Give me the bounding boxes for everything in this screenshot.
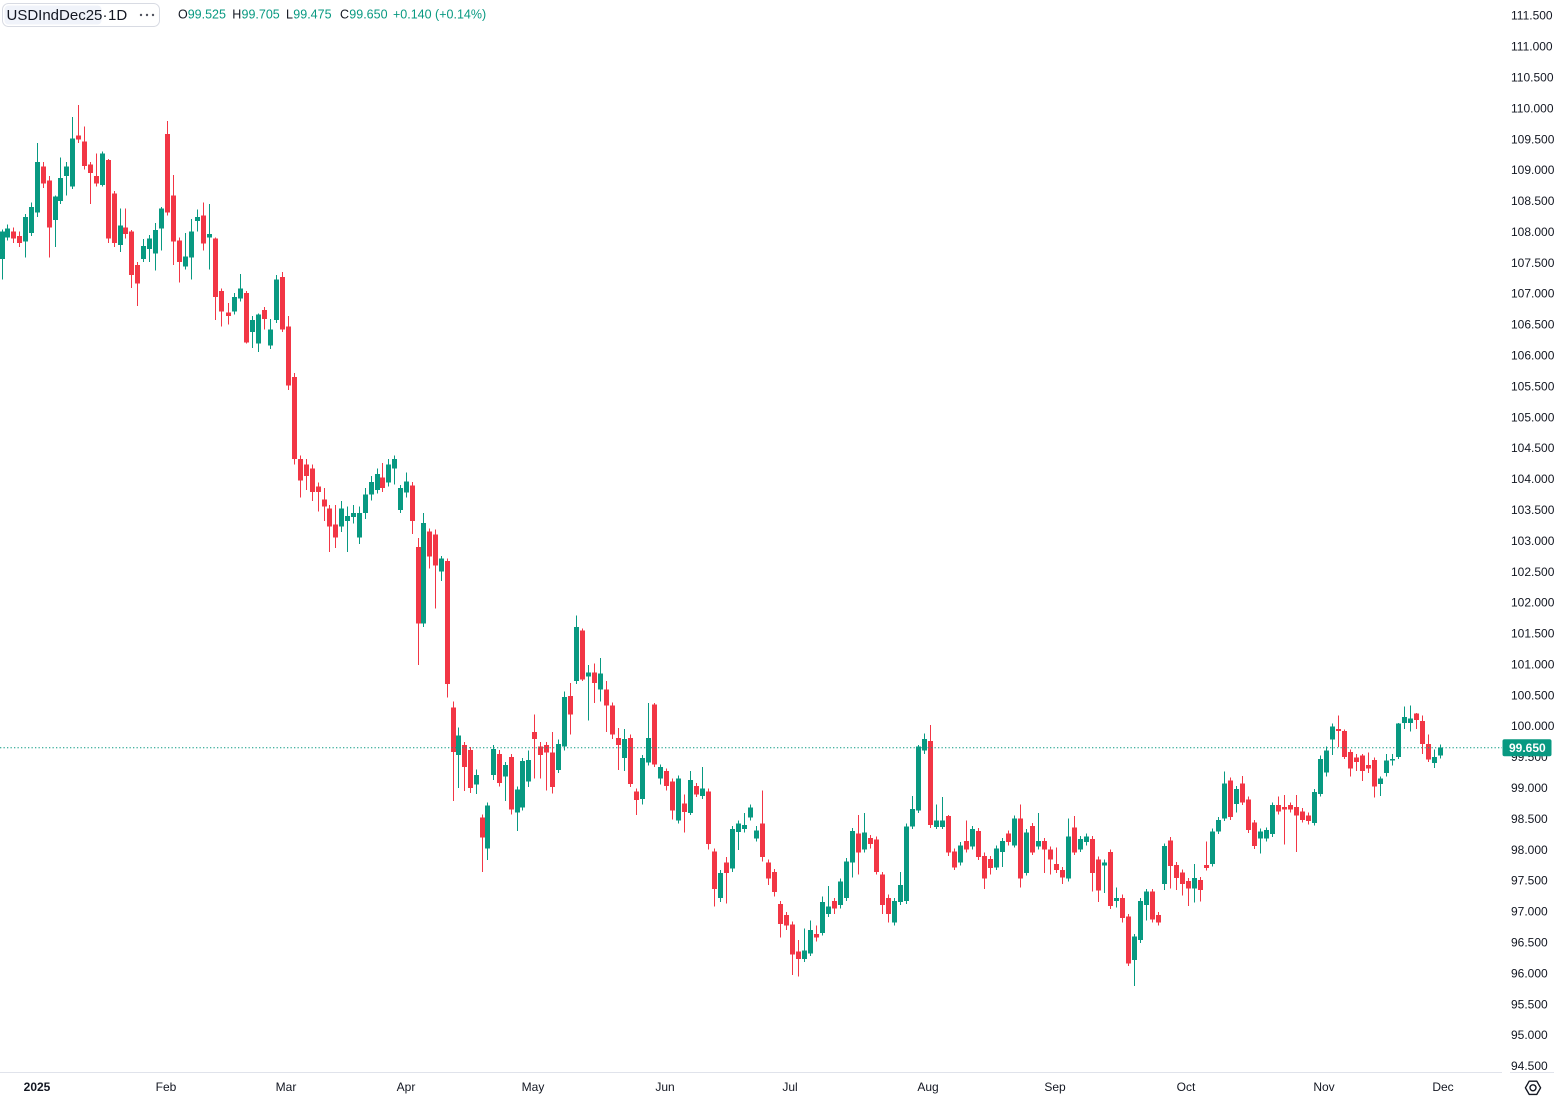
svg-text:O: O <box>178 8 188 22</box>
svg-text:110.500: 110.500 <box>1511 71 1554 85</box>
svg-text:Aug: Aug <box>917 1080 938 1094</box>
svg-text:101.000: 101.000 <box>1511 657 1554 671</box>
svg-text:Dec: Dec <box>1432 1080 1453 1094</box>
svg-text:·: · <box>103 7 108 24</box>
svg-text:USDIndDec25: USDIndDec25 <box>7 7 103 24</box>
svg-text:105.500: 105.500 <box>1511 379 1554 393</box>
svg-text:1D: 1D <box>108 7 127 24</box>
svg-text:109.500: 109.500 <box>1511 132 1554 146</box>
svg-text:98.500: 98.500 <box>1511 812 1548 826</box>
svg-text:Mar: Mar <box>276 1080 297 1094</box>
svg-text:Sep: Sep <box>1044 1080 1066 1094</box>
svg-text:98.000: 98.000 <box>1511 843 1548 857</box>
svg-text:Nov: Nov <box>1313 1080 1334 1094</box>
svg-text:108.500: 108.500 <box>1511 194 1554 208</box>
svg-text:95.000: 95.000 <box>1511 1028 1548 1042</box>
svg-text:2025: 2025 <box>24 1080 51 1094</box>
svg-text:100.500: 100.500 <box>1511 688 1554 702</box>
svg-text:111.000: 111.000 <box>1511 40 1553 54</box>
svg-text:96.000: 96.000 <box>1511 966 1548 980</box>
svg-text:99.705: 99.705 <box>242 8 280 22</box>
svg-text:108.000: 108.000 <box>1511 225 1554 239</box>
svg-text:99.525: 99.525 <box>188 8 226 22</box>
svg-text:L: L <box>286 8 293 22</box>
svg-text:96.500: 96.500 <box>1511 936 1548 950</box>
svg-text:107.000: 107.000 <box>1511 287 1554 301</box>
svg-text:Jul: Jul <box>782 1080 797 1094</box>
svg-text:100.000: 100.000 <box>1511 719 1554 733</box>
svg-text:106.500: 106.500 <box>1511 318 1554 332</box>
svg-text:105.000: 105.000 <box>1511 410 1554 424</box>
svg-text:102.000: 102.000 <box>1511 596 1554 610</box>
svg-text:Oct: Oct <box>1177 1080 1196 1094</box>
svg-text:102.500: 102.500 <box>1511 565 1554 579</box>
svg-text:103.500: 103.500 <box>1511 503 1554 517</box>
svg-text:Apr: Apr <box>397 1080 416 1094</box>
svg-text:+0.140 (+0.14%): +0.140 (+0.14%) <box>393 8 486 22</box>
svg-text:104.000: 104.000 <box>1511 472 1554 486</box>
svg-text:107.500: 107.500 <box>1511 256 1554 270</box>
svg-text:95.500: 95.500 <box>1511 997 1548 1011</box>
svg-text:103.000: 103.000 <box>1511 534 1554 548</box>
svg-text:99.650: 99.650 <box>349 8 387 22</box>
svg-text:94.500: 94.500 <box>1511 1059 1548 1073</box>
svg-text:C: C <box>340 8 349 22</box>
svg-text:H: H <box>232 8 241 22</box>
svg-text:104.500: 104.500 <box>1511 441 1554 455</box>
svg-text:110.000: 110.000 <box>1511 101 1554 115</box>
svg-text:Jun: Jun <box>655 1080 674 1094</box>
svg-text:99.650: 99.650 <box>1509 741 1546 755</box>
svg-text:106.000: 106.000 <box>1511 349 1554 363</box>
svg-text:99.000: 99.000 <box>1511 781 1548 795</box>
svg-text:101.500: 101.500 <box>1511 627 1554 641</box>
svg-text:97.000: 97.000 <box>1511 905 1548 919</box>
svg-text:97.500: 97.500 <box>1511 874 1548 888</box>
svg-text:109.000: 109.000 <box>1511 163 1554 177</box>
svg-text:May: May <box>522 1080 545 1094</box>
svg-text:99.475: 99.475 <box>293 8 331 22</box>
svg-text:111.500: 111.500 <box>1511 9 1553 23</box>
svg-text:Feb: Feb <box>156 1080 177 1094</box>
